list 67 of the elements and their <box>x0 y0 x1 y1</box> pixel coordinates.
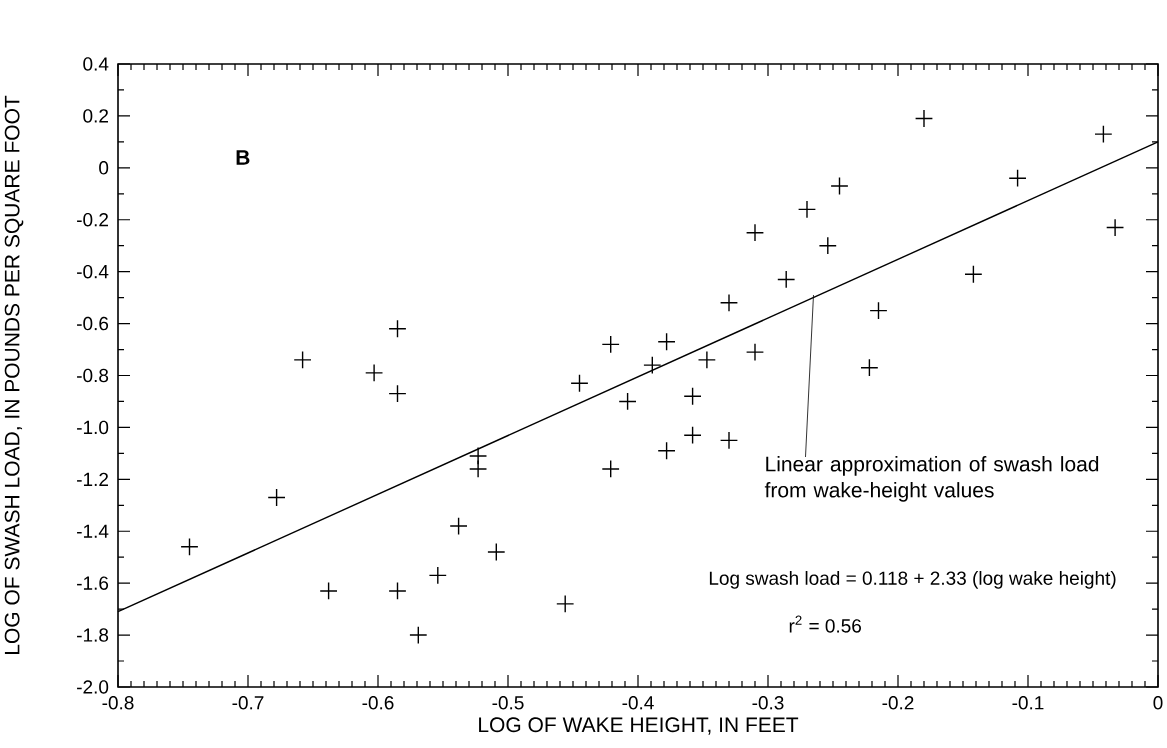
y-tick-label: -0.4 <box>77 264 109 279</box>
point <box>365 363 384 382</box>
x-axis-title: LOG OF WAKE HEIGHT, IN FEET <box>479 717 799 735</box>
x-tick-label: 0 <box>1153 696 1163 710</box>
point <box>830 176 849 196</box>
annotation: B <box>236 150 250 165</box>
point <box>860 358 879 377</box>
point <box>914 109 934 128</box>
point <box>719 431 739 450</box>
point <box>745 343 765 362</box>
point <box>1008 169 1027 188</box>
point <box>657 332 676 351</box>
point <box>449 516 468 536</box>
point <box>719 293 739 312</box>
point <box>428 566 447 585</box>
x-tick-label: -0.8 <box>102 696 134 710</box>
x-tick-label: -0.7 <box>232 696 264 710</box>
y-tick-label: -1.2 <box>77 472 108 486</box>
point <box>869 301 888 320</box>
y-tick-label: 0 <box>99 161 109 175</box>
y-tick-label: -0.6 <box>77 316 109 331</box>
annotation: Linear approximation of swash load from wake-height values <box>764 456 1099 502</box>
point <box>319 581 338 601</box>
point <box>267 488 286 507</box>
point <box>818 236 837 255</box>
x-tick-label: -0.6 <box>362 696 394 710</box>
point <box>1094 124 1113 144</box>
point <box>469 459 488 479</box>
point <box>777 270 796 289</box>
y-tick-label: -1.4 <box>77 524 109 538</box>
y-tick-label: -1.8 <box>77 628 109 642</box>
x-tick-label: -0.2 <box>882 696 914 710</box>
point <box>745 223 765 242</box>
point <box>388 384 407 403</box>
x-tick-label: -0.5 <box>492 696 524 710</box>
y-tick-label: -0.8 <box>77 368 109 383</box>
y-tick-label: 0.4 <box>83 57 109 71</box>
point <box>409 625 428 645</box>
point <box>570 374 589 393</box>
y-tick-label: -2.0 <box>77 680 109 694</box>
point <box>180 537 199 556</box>
point <box>643 356 662 375</box>
annotation: r$^{2}$ = 0.56 <box>789 615 862 633</box>
y-axis-title: LOG OF SWASH LOAD, IN POUNDS PER SQUARE FOOT <box>4 95 24 654</box>
point <box>601 459 620 479</box>
annotation: Log swash load = 0.118 + 2.33 (log wake height) <box>709 570 1116 589</box>
point <box>601 335 620 354</box>
point <box>797 200 817 219</box>
point <box>964 265 983 284</box>
y-tick-label: -0.2 <box>77 213 108 227</box>
point <box>683 426 702 445</box>
point <box>388 319 407 338</box>
point <box>388 581 407 601</box>
point <box>618 392 637 411</box>
y-tick-label: -1.0 <box>77 420 109 435</box>
point <box>487 542 506 562</box>
point <box>657 441 676 460</box>
point <box>1106 218 1125 237</box>
point <box>697 350 716 370</box>
point <box>683 387 702 406</box>
y-tick-label: -1.6 <box>77 576 109 590</box>
x-tick-label: -0.4 <box>622 696 654 710</box>
point <box>556 594 575 614</box>
x-tick-label: -0.1 <box>1012 696 1044 710</box>
x-tick-label: -0.3 <box>752 696 784 710</box>
point <box>293 350 312 370</box>
y-tick-label: 0.2 <box>83 109 108 123</box>
